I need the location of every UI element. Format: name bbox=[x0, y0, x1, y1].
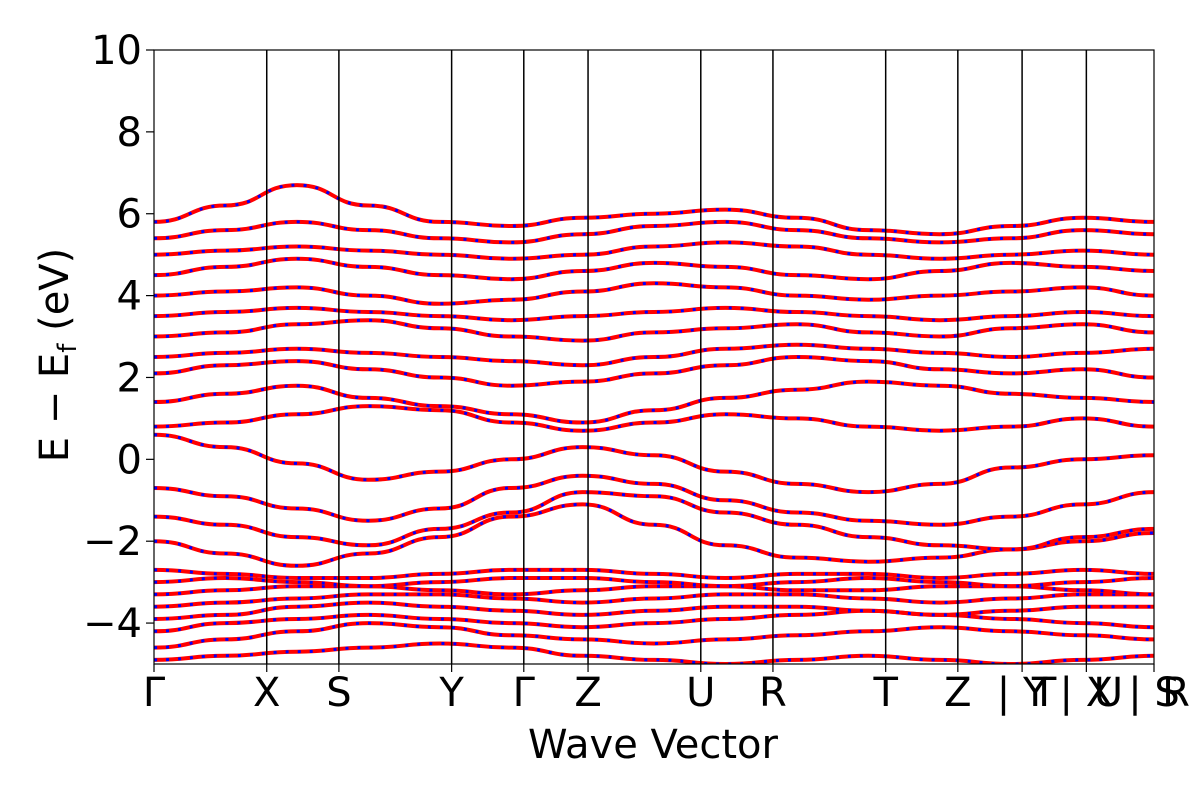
x-tick-label-12: | S bbox=[1128, 670, 1180, 716]
band-line-1 bbox=[154, 621, 1154, 650]
x-tick-label-0: Γ bbox=[143, 670, 166, 716]
band-overlay-13 bbox=[154, 380, 1154, 425]
y-tick-label-7: 10 bbox=[91, 28, 142, 74]
band-line-3 bbox=[154, 600, 1154, 621]
x-tick-label-11: | X bbox=[1060, 670, 1114, 716]
band-overlay-21 bbox=[154, 220, 1154, 244]
band-overlay-1 bbox=[154, 621, 1154, 650]
band-overlay-2 bbox=[154, 609, 1154, 633]
x-tick-label-3: Y bbox=[438, 670, 464, 716]
x-tick-label-6: U bbox=[686, 670, 715, 716]
y-tick-label-2: 0 bbox=[117, 437, 142, 483]
band-line-11 bbox=[154, 432, 1154, 495]
y-tick-label-3: 2 bbox=[117, 355, 142, 401]
x-axis-ticks: Γ X S Y Γ Z U R T Z | Y | X | ST U R bbox=[143, 664, 1190, 716]
band-line-7 bbox=[154, 567, 1154, 581]
x-tick-label-extra-2: R bbox=[1162, 670, 1190, 716]
x-tick-label-9: Z bbox=[944, 670, 971, 716]
band-line-8 bbox=[154, 502, 1154, 568]
band-line-2 bbox=[154, 608, 1154, 634]
y-tick-label-5: 6 bbox=[117, 192, 142, 238]
y-tick-label-0: −4 bbox=[83, 601, 142, 647]
x-tick-label-7: R bbox=[759, 670, 787, 716]
band-line-18 bbox=[154, 281, 1154, 306]
band-line-20 bbox=[154, 240, 1154, 261]
bands-layer bbox=[154, 183, 1154, 664]
band-line-13 bbox=[154, 379, 1154, 425]
plot-frame bbox=[153, 49, 1155, 665]
band-overlay-19 bbox=[154, 257, 1154, 281]
band-line-17 bbox=[154, 305, 1154, 323]
band-line-16 bbox=[154, 318, 1154, 343]
y-axis-label-unit: (eV) bbox=[32, 248, 78, 344]
x-tick-label-10: | Y bbox=[997, 670, 1048, 716]
y-axis-label-subscript: f bbox=[53, 343, 83, 353]
y-tick-label-6: 8 bbox=[117, 110, 142, 156]
y-axis-label-main: E − E bbox=[32, 353, 78, 463]
band-line-4 bbox=[154, 592, 1154, 609]
x-tick-label-8: T bbox=[872, 670, 898, 716]
x-tick-label-4: Γ bbox=[513, 670, 536, 716]
band-line-6 bbox=[154, 575, 1154, 589]
band-overlay-10 bbox=[154, 474, 1154, 527]
band-line-9 bbox=[154, 490, 1154, 552]
band-line-14 bbox=[154, 354, 1154, 388]
band-overlay-8 bbox=[154, 502, 1154, 568]
x-tick-label-extra-0: T bbox=[1031, 670, 1057, 716]
y-tick-label-1: −2 bbox=[83, 519, 142, 565]
y-tick-label-4: 4 bbox=[117, 274, 142, 320]
x-tick-label-1: X bbox=[253, 670, 280, 716]
x-axis-label: Wave Vector bbox=[528, 722, 779, 768]
band-line-0 bbox=[154, 641, 1154, 664]
band-overlay-12 bbox=[154, 404, 1154, 433]
y-axis-label: E − Ef (eV) bbox=[32, 248, 83, 463]
band-line-22 bbox=[154, 183, 1154, 237]
kpoint-divider-lines bbox=[265, 50, 1088, 664]
band-line-15 bbox=[154, 342, 1154, 368]
x-tick-label-2: S bbox=[326, 670, 351, 716]
x-tick-label-5: Z bbox=[574, 670, 601, 716]
x-tick-label-extra-1: U bbox=[1094, 670, 1123, 716]
band-overlay-9 bbox=[154, 490, 1154, 551]
y-axis-ticks: −4 −2 0 2 4 6 8 10 bbox=[83, 28, 154, 647]
